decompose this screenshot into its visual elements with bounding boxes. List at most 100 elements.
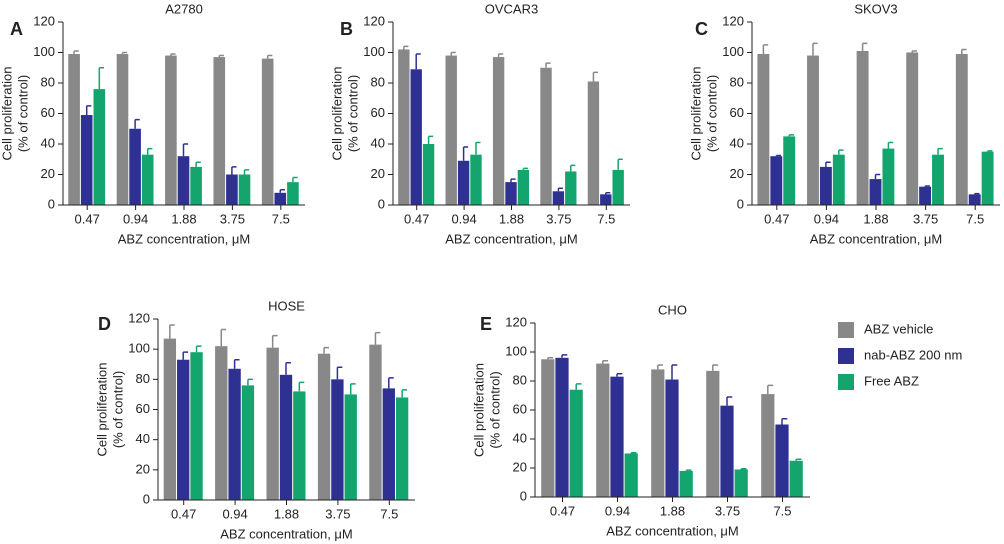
y-tick-label: 40 bbox=[41, 135, 55, 150]
error-bar bbox=[547, 357, 554, 360]
error-bar bbox=[510, 178, 516, 183]
bar bbox=[177, 359, 190, 500]
bar bbox=[317, 353, 331, 500]
x-axis-title: ABZ concentration, μM bbox=[220, 526, 353, 541]
error-bar bbox=[182, 351, 189, 360]
bar bbox=[856, 50, 869, 205]
error-bar bbox=[937, 147, 943, 155]
y-tick-label: 0 bbox=[378, 196, 385, 211]
error-bar bbox=[812, 42, 818, 56]
legend-label: ABZ vehicle bbox=[864, 321, 933, 336]
x-tick-label: 3.75 bbox=[220, 211, 245, 226]
bar bbox=[274, 192, 287, 205]
chart-title: A2780 bbox=[165, 1, 203, 16]
y-tick-label: 80 bbox=[730, 74, 744, 89]
error-bar bbox=[285, 361, 291, 375]
error-bar bbox=[450, 51, 456, 56]
y-tick-label: 60 bbox=[730, 105, 744, 120]
y-tick-label: 60 bbox=[513, 401, 527, 416]
error-bar bbox=[243, 169, 250, 175]
y-axis-title: (% of control) bbox=[345, 75, 360, 152]
y-tick-label: 80 bbox=[136, 371, 150, 386]
y-axis-title: (% of control) bbox=[704, 75, 719, 152]
error-bar bbox=[767, 384, 774, 395]
error-bar bbox=[575, 383, 582, 390]
x-tick-label: 1.88 bbox=[660, 503, 685, 518]
error-bar bbox=[781, 417, 788, 425]
bar bbox=[129, 128, 141, 205]
y-tick-label: 20 bbox=[371, 166, 385, 181]
bar bbox=[679, 470, 693, 497]
error-bar bbox=[134, 118, 140, 129]
bar bbox=[919, 186, 932, 205]
error-bar bbox=[271, 334, 278, 348]
bar bbox=[882, 148, 895, 205]
y-axis-title: Cell proliferation bbox=[329, 67, 344, 161]
panel-label: A bbox=[10, 19, 23, 39]
error-bar bbox=[874, 173, 881, 180]
bar bbox=[665, 379, 679, 497]
bar bbox=[968, 194, 981, 205]
error-bar bbox=[795, 458, 802, 461]
bar bbox=[241, 385, 255, 500]
error-bar bbox=[462, 146, 469, 161]
y-tick-label: 0 bbox=[520, 488, 527, 503]
error-bar bbox=[218, 54, 224, 58]
x-tick-label: 3.75 bbox=[325, 506, 350, 521]
x-tick-label: 1.88 bbox=[274, 506, 299, 521]
error-bar bbox=[98, 67, 104, 90]
error-bar bbox=[557, 187, 563, 192]
x-tick-label: 0.47 bbox=[171, 506, 196, 521]
bar bbox=[470, 154, 482, 205]
bar bbox=[492, 57, 505, 206]
bar bbox=[761, 394, 775, 497]
error-bar bbox=[374, 331, 381, 345]
bar bbox=[770, 156, 783, 205]
bar bbox=[395, 397, 409, 500]
bar bbox=[141, 154, 154, 205]
error-bar bbox=[195, 161, 201, 167]
error-bar bbox=[961, 48, 967, 55]
bar bbox=[228, 368, 241, 500]
bar bbox=[68, 54, 80, 206]
x-tick-label: 0.94 bbox=[222, 506, 247, 521]
bar bbox=[789, 460, 803, 497]
error-bar bbox=[427, 135, 434, 144]
bar bbox=[832, 154, 845, 205]
legend-swatch bbox=[838, 374, 854, 390]
x-axis-title: ABZ concentration, μM bbox=[118, 231, 251, 246]
x-axis-title: ABZ concentration, μM bbox=[810, 231, 943, 246]
y-axis-title: Cell proliferation bbox=[688, 67, 703, 161]
error-bar bbox=[775, 154, 782, 157]
error-bar bbox=[336, 366, 343, 380]
y-tick-label: 40 bbox=[136, 431, 150, 446]
y-tick-label: 0 bbox=[48, 196, 55, 211]
legend-swatch bbox=[838, 322, 854, 338]
x-tick-label: 3.75 bbox=[715, 503, 740, 518]
bar bbox=[382, 388, 395, 500]
error-bar bbox=[617, 158, 623, 170]
y-tick-label: 20 bbox=[136, 461, 150, 476]
y-tick-label: 100 bbox=[363, 44, 385, 59]
y-axis-title: Cell proliferation bbox=[471, 363, 486, 457]
y-tick-label: 120 bbox=[33, 13, 55, 28]
error-bar bbox=[592, 71, 598, 82]
x-tick-label: 0.47 bbox=[75, 211, 100, 226]
y-tick-label: 80 bbox=[513, 372, 527, 387]
error-bar bbox=[146, 147, 153, 155]
y-tick-label: 120 bbox=[128, 310, 150, 325]
bar bbox=[775, 424, 789, 497]
x-axis-title: ABZ concentration, μM bbox=[445, 231, 578, 246]
y-axis-title: (% of control) bbox=[15, 75, 30, 152]
bar bbox=[279, 374, 293, 500]
error-bar bbox=[887, 141, 894, 149]
bar bbox=[932, 154, 944, 205]
x-tick-label: 7.5 bbox=[272, 211, 290, 226]
error-bar bbox=[522, 167, 528, 170]
bar bbox=[552, 191, 565, 205]
bar bbox=[190, 352, 203, 500]
panel-label: C bbox=[695, 19, 708, 39]
error-bar bbox=[323, 346, 329, 354]
x-tick-label: 0.94 bbox=[451, 211, 476, 226]
